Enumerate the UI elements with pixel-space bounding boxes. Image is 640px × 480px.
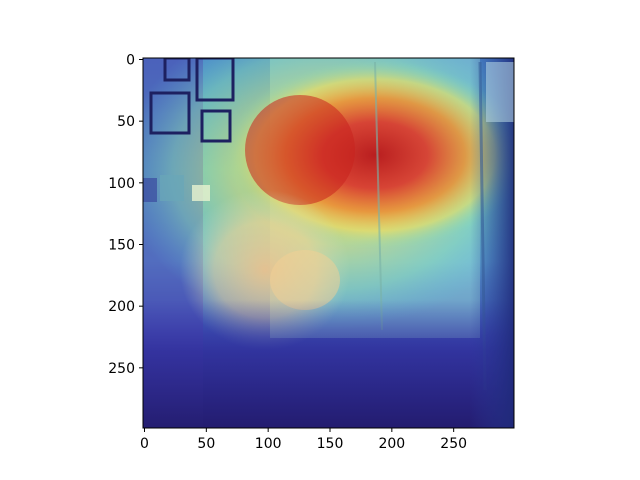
y-tick-label: 200 — [108, 299, 135, 315]
y-tick-label: 250 — [108, 361, 135, 377]
x-tick-label: 250 — [440, 436, 467, 452]
y-tick-label: 50 — [117, 114, 135, 130]
axes-frame — [142, 57, 515, 429]
x-tick-label: 0 — [140, 436, 149, 452]
y-tick-label: 150 — [108, 238, 135, 254]
x-tick-label: 200 — [378, 436, 405, 452]
x-axis: 0 50 100 150 200 250 — [140, 428, 467, 452]
y-tick-label: 0 — [126, 53, 135, 69]
x-tick-label: 150 — [317, 436, 344, 452]
heatmap-image — [143, 58, 514, 428]
y-tick-label: 100 — [108, 176, 135, 192]
x-tick-label: 100 — [255, 436, 282, 452]
x-tick-label: 50 — [197, 436, 215, 452]
y-axis: 0 50 100 150 200 250 — [108, 53, 143, 377]
